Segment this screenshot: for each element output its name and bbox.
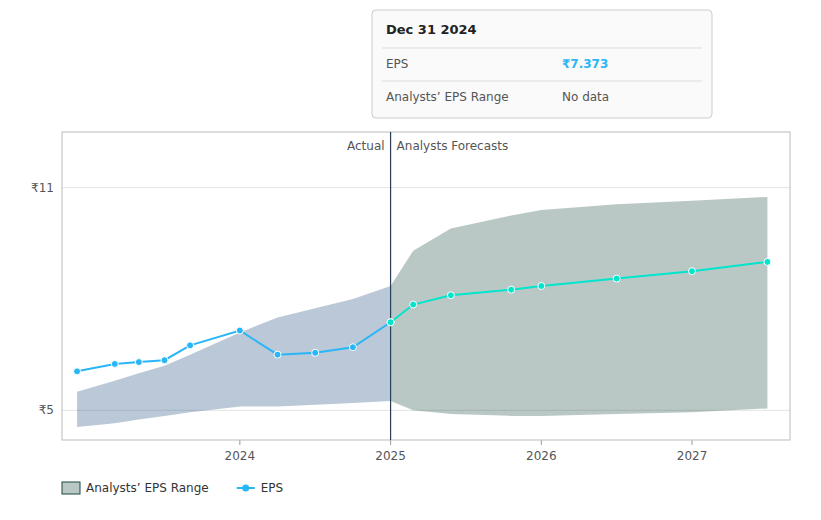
point-marker (349, 344, 356, 351)
x-tick-label: 2025 (375, 449, 406, 463)
point-marker (236, 327, 243, 334)
x-tick (239, 440, 240, 445)
y-tick-label: ₹11 (31, 181, 54, 195)
point-marker (689, 268, 696, 275)
tooltip-label: EPS (386, 57, 408, 71)
point-marker (187, 342, 194, 349)
point-marker (274, 351, 281, 358)
tooltip-divider (382, 81, 702, 82)
plot-frame (62, 132, 790, 440)
point-marker (447, 292, 454, 299)
x-tick (692, 440, 693, 445)
range-band (77, 286, 391, 427)
point-marker (538, 283, 545, 290)
legend-swatch (62, 482, 80, 494)
x-tick (390, 440, 391, 445)
point-marker (387, 319, 394, 326)
x-tick-label: 2026 (526, 449, 557, 463)
tooltip-value: ₹7.373 (562, 57, 608, 71)
point-marker (613, 275, 620, 282)
legend-label: Analysts’ EPS Range (86, 481, 209, 495)
tooltip-box (372, 10, 712, 118)
point-marker (410, 301, 417, 308)
point-marker (161, 357, 168, 364)
data-layer (74, 132, 771, 440)
x-tick-label: 2024 (225, 449, 256, 463)
tooltip: Dec 31 2024 EPS ₹7.373 Analysts’ EPS Range N… (372, 10, 712, 118)
point-marker (312, 349, 319, 356)
tooltip-divider (382, 48, 702, 49)
point-marker (387, 319, 394, 326)
y-tick-label: ₹5 (39, 403, 54, 417)
chart: ₹5 ₹11 2024 2025 2026 2027 Actual Analysts Fore… (0, 0, 821, 520)
legend: Analysts’ EPS Range EPS (62, 481, 283, 495)
section-label: Analysts Forecasts (397, 139, 509, 153)
grid-line (62, 187, 790, 188)
point-marker (74, 368, 81, 375)
tooltip-title: Dec 31 2024 (386, 22, 477, 37)
point-marker (135, 359, 142, 366)
x-tick-label: 2027 (677, 449, 708, 463)
tooltip-label: Analysts’ EPS Range (386, 90, 509, 104)
tooltip-value: No data (562, 90, 609, 104)
range-band (391, 197, 768, 416)
eps-line (77, 322, 391, 371)
point-marker (508, 286, 515, 293)
section-label: Actual (347, 139, 385, 153)
x-tick (541, 440, 542, 445)
point-marker (111, 360, 118, 367)
legend-label: EPS (261, 481, 283, 495)
eps-line (391, 262, 768, 322)
legend-swatch-marker (242, 485, 249, 492)
point-marker (764, 258, 771, 265)
